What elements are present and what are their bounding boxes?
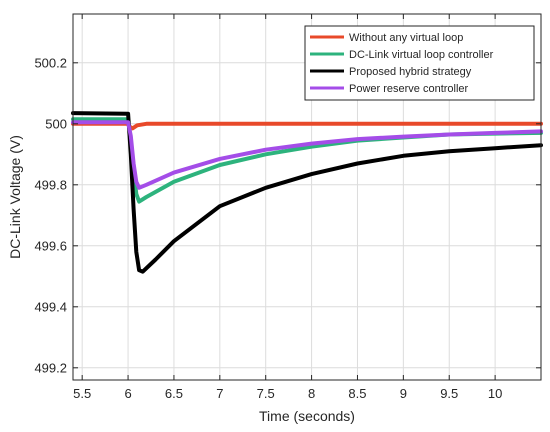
x-tick-label: 9 [400,386,407,401]
legend-label: Proposed hybrid strategy [349,66,472,78]
x-tick-label: 8.5 [348,386,366,401]
x-tick-label: 6 [124,386,131,401]
legend-label: DC-Link virtual loop controller [349,49,494,61]
ticks: 5.5 6 6.5 7 7.5 8 8.5 9 9.5 10 499.2 499.4 499.6 499.… [34,14,541,401]
x-tick-label: 7.5 [257,386,275,401]
x-tick-label: 6.5 [165,386,183,401]
x-axis-label: Time (seconds) [259,408,355,424]
y-tick-label: 500 [45,116,67,131]
y-tick-label: 499.2 [34,360,67,375]
legend-label: Without any virtual loop [349,32,463,44]
x-tick-label: 8 [308,386,315,401]
series-line [71,120,543,190]
y-tick-label: 499.8 [34,177,67,192]
series-line [71,111,543,274]
legend-label: Power reserve controller [349,83,469,95]
y-tick-label: 499.6 [34,238,67,253]
x-tick-label: 7 [216,386,223,401]
y-axis-label: DC-Link Voltage (V) [7,135,23,259]
x-tick-label: 9.5 [440,386,458,401]
y-tick-label: 500.2 [34,55,67,70]
x-tick-label: 5.5 [73,386,91,401]
x-tick-label: 10 [488,386,502,401]
plot-frame [72,13,542,381]
y-tick-label: 499.4 [34,299,67,314]
legend: Without any virtual loop DC-Link virtual … [304,25,535,101]
series-group [71,111,543,274]
